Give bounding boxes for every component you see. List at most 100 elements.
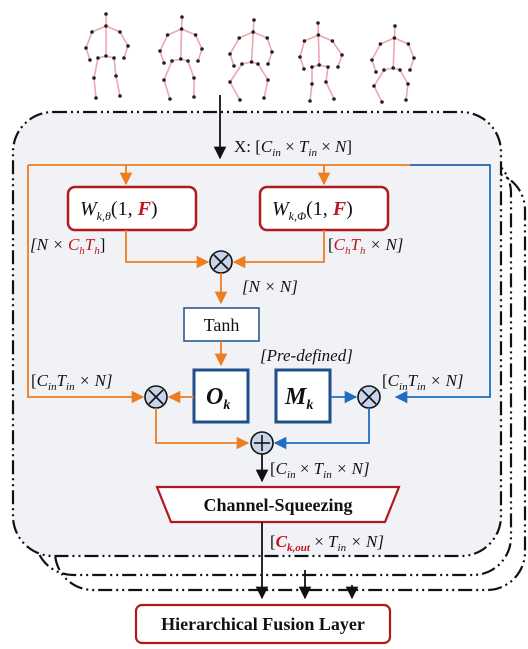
- skeleton-bone: [405, 83, 409, 101]
- skeleton-bone: [229, 63, 243, 83]
- skeleton-joint: [112, 56, 116, 60]
- skeleton-joint: [158, 49, 162, 53]
- skeleton-joint: [406, 42, 411, 46]
- m-k-label: Mk: [284, 384, 313, 413]
- skeleton-joint: [104, 54, 108, 58]
- skeleton-joint: [317, 63, 322, 67]
- skeleton-joint: [94, 96, 98, 100]
- hierarchical-fusion-layer-label: Hierarchical Fusion Layer: [161, 614, 365, 634]
- skeleton-bone: [229, 37, 240, 55]
- skeleton-bone: [266, 37, 273, 53]
- skeleton-bone: [93, 57, 99, 79]
- skeleton-joint: [266, 62, 270, 66]
- skeleton-joint: [412, 56, 416, 60]
- skeleton-joint: [126, 44, 130, 48]
- skeleton-joint: [310, 82, 314, 86]
- skeleton-bone: [309, 83, 313, 102]
- skeleton-joint: [374, 70, 378, 74]
- skeleton-bone: [180, 28, 183, 60]
- blue-skip-line-right: [394, 164, 491, 404]
- skeleton-bone: [267, 51, 273, 65]
- sum-node: [250, 431, 274, 455]
- skeleton-joint: [118, 94, 122, 98]
- skeleton-joint: [240, 62, 244, 66]
- skeleton-bone: [399, 69, 409, 85]
- skeleton-joint: [398, 68, 402, 72]
- skeleton-joint: [104, 24, 108, 28]
- skeleton-bone: [187, 60, 195, 79]
- skeleton-bone: [229, 81, 241, 101]
- skeleton-joint: [392, 36, 397, 40]
- phi-to-multiply-arrow: [232, 230, 325, 269]
- skeleton-joint: [96, 56, 100, 60]
- skeleton-bone: [325, 81, 335, 100]
- skeleton-bone: [85, 31, 93, 49]
- product-shape-label: [N × N]: [242, 277, 298, 296]
- skeleton-joint: [170, 59, 174, 63]
- skeleton-joint: [252, 18, 256, 22]
- skeleton-bone: [325, 66, 329, 83]
- skeleton-joint: [192, 76, 196, 80]
- skeleton-bone: [392, 37, 396, 69]
- skeleton-joint: [104, 12, 108, 16]
- skeleton-bone: [194, 34, 203, 50]
- skeleton-bone: [91, 25, 107, 33]
- skeleton-bone: [167, 28, 182, 36]
- skeleton-bone: [229, 53, 235, 67]
- skeleton-frame: [84, 12, 130, 100]
- skeleton-joint: [408, 68, 412, 72]
- left-skip-shape-label: [CinTin × N]: [31, 371, 113, 393]
- skeleton-bone: [123, 45, 129, 59]
- skeleton-joint: [302, 67, 306, 71]
- multiply-node-top: [209, 250, 233, 274]
- skeleton-bone: [373, 69, 385, 87]
- skeleton-frame: [370, 24, 416, 104]
- skeleton-joint: [88, 58, 92, 62]
- right-product-to-sum-arrow: [273, 408, 370, 450]
- left-product-to-sum-arrow: [155, 408, 250, 450]
- skeleton-joint: [228, 52, 232, 56]
- skeleton-bone: [119, 31, 129, 47]
- input-shape-label: X: [Cin × Tin × N]: [234, 137, 352, 159]
- phi-output-shape-label: [ChTh × N]: [328, 235, 403, 257]
- skeleton-joint: [316, 33, 321, 37]
- skeleton-bone: [299, 56, 305, 70]
- output-shape-label: [Ck,out × Tin × N]: [270, 532, 384, 554]
- skeleton-bone: [371, 43, 382, 61]
- skeleton-bone: [105, 25, 121, 33]
- skeleton-joint: [92, 76, 96, 80]
- skeleton-joint: [162, 61, 166, 65]
- skeleton-joint: [372, 84, 376, 88]
- skeleton-joint: [196, 59, 200, 63]
- multiply-node-left: [144, 385, 168, 409]
- skeleton-bone: [318, 34, 333, 42]
- skeleton-joint: [270, 50, 274, 54]
- skeleton-bone: [373, 85, 383, 103]
- theta-output-shape-label: [N × ChTh]: [30, 235, 105, 257]
- o-k-label: Ok: [206, 384, 230, 413]
- skeleton-bone: [409, 57, 415, 71]
- skeleton-bone: [263, 79, 269, 99]
- skeleton-joint: [324, 80, 328, 84]
- orange-skip-line-left: [27, 165, 145, 404]
- skeleton-frame: [228, 18, 274, 102]
- channel-squeezing-block: [155, 485, 401, 524]
- skeleton-bone: [115, 75, 121, 97]
- skeleton-bone: [163, 60, 173, 81]
- skeleton-joint: [336, 65, 340, 69]
- skeleton-joint: [192, 95, 196, 99]
- skeleton-joint: [265, 36, 270, 40]
- skeleton-bone: [93, 77, 97, 99]
- skeleton-bone: [159, 50, 165, 64]
- skeleton-joint: [391, 66, 396, 70]
- skeleton-joint: [162, 78, 166, 82]
- skeleton-frame: [298, 21, 344, 103]
- m-k-block: [274, 368, 332, 424]
- skeleton-joint: [200, 47, 204, 51]
- skeleton-joint: [249, 60, 254, 64]
- skeleton-bone: [197, 48, 203, 62]
- o-k-block: [192, 368, 250, 424]
- predefined-label: [Pre-defined]: [260, 346, 353, 365]
- skeleton-bone: [394, 37, 409, 45]
